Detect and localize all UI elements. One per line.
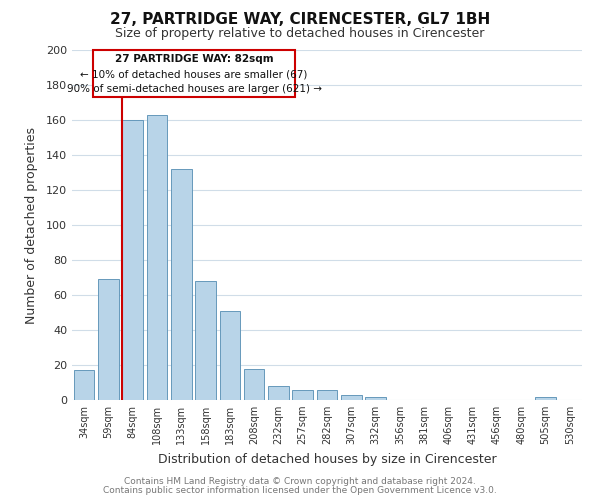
Bar — [171, 169, 191, 400]
Bar — [317, 390, 337, 400]
Bar — [220, 310, 240, 400]
Bar — [268, 386, 289, 400]
Text: Contains public sector information licensed under the Open Government Licence v3: Contains public sector information licen… — [103, 486, 497, 495]
Bar — [535, 396, 556, 400]
Text: ← 10% of detached houses are smaller (67): ← 10% of detached houses are smaller (67… — [80, 69, 308, 79]
Text: Size of property relative to detached houses in Cirencester: Size of property relative to detached ho… — [115, 28, 485, 40]
Bar — [244, 368, 265, 400]
Y-axis label: Number of detached properties: Number of detached properties — [25, 126, 38, 324]
Bar — [292, 390, 313, 400]
Text: 27, PARTRIDGE WAY, CIRENCESTER, GL7 1BH: 27, PARTRIDGE WAY, CIRENCESTER, GL7 1BH — [110, 12, 490, 28]
Bar — [122, 120, 143, 400]
Bar — [74, 370, 94, 400]
Bar — [341, 395, 362, 400]
Text: 90% of semi-detached houses are larger (621) →: 90% of semi-detached houses are larger (… — [67, 84, 322, 94]
Text: Contains HM Land Registry data © Crown copyright and database right 2024.: Contains HM Land Registry data © Crown c… — [124, 477, 476, 486]
Bar — [195, 281, 216, 400]
FancyBboxPatch shape — [92, 50, 295, 97]
Text: 27 PARTRIDGE WAY: 82sqm: 27 PARTRIDGE WAY: 82sqm — [115, 54, 274, 64]
X-axis label: Distribution of detached houses by size in Cirencester: Distribution of detached houses by size … — [158, 452, 496, 466]
Bar — [98, 279, 119, 400]
Bar — [365, 396, 386, 400]
Bar — [146, 115, 167, 400]
